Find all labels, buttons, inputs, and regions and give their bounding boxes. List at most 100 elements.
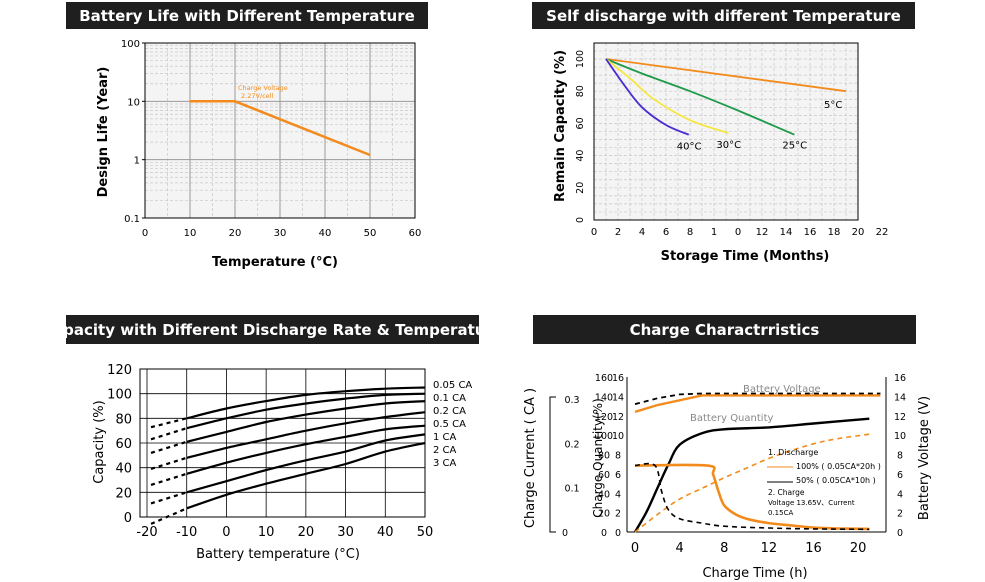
series-line-voltage50 xyxy=(634,392,881,405)
plot-frame xyxy=(593,42,859,221)
y-tick-label: 80 xyxy=(575,85,586,97)
chart-title: Battery Life with Different Temperature xyxy=(66,2,428,29)
series-label: 30°C xyxy=(716,140,741,151)
quantity-tick-label: 140 xyxy=(595,392,613,403)
quantity-tick-label: 160 xyxy=(595,373,613,384)
chart-capacity: Capacity with Different Discharge Rate &… xyxy=(0,300,490,582)
series-dashed-005CA xyxy=(150,417,187,429)
series-dashed-05CA xyxy=(150,456,188,470)
x-tick-label: 6 xyxy=(663,227,669,238)
inner-tick-label: 6 xyxy=(615,470,621,481)
voltage-tick-label: 6 xyxy=(897,470,903,481)
chart-title: Self discharge with different Temperatur… xyxy=(532,2,915,29)
y-tick-label: 10 xyxy=(127,97,140,108)
series-label: 25°C xyxy=(782,141,807,152)
inner-tick-label: 0 xyxy=(615,528,621,539)
quantity-tick-label: 60 xyxy=(598,470,610,481)
label-battery-voltage: Battery Voltage xyxy=(743,384,821,395)
inner-tick-label: 14 xyxy=(612,392,624,403)
legend-entry: 0.2 CA xyxy=(433,406,466,417)
x-tick-label: 40 xyxy=(377,525,394,540)
inner-tick-label: 2 xyxy=(615,509,621,520)
label-charge-current: 0.15CA xyxy=(768,509,793,517)
x-tick-label: 12 xyxy=(756,227,769,238)
voltage-tick-label: 2 xyxy=(897,509,903,520)
x-tick-label: -20 xyxy=(136,525,157,540)
x-axis-label: Temperature (°C) xyxy=(212,255,338,270)
current-tick-label: 0.1 xyxy=(564,484,579,495)
x-tick-label: 12 xyxy=(761,541,778,556)
self-discharge-plot: 0 2 4 6 8 1 0 12 14 16 18 20 220204060801005°C25°C30… xyxy=(553,42,888,264)
label-charge-detail: Voltage 13.65V、Current xyxy=(768,499,855,507)
annotation-line-2: 2.27V/cell xyxy=(241,92,273,100)
y-axis-label: Remain Capacity (%) xyxy=(553,50,568,202)
y-tick-label: 80 xyxy=(115,412,132,427)
x-tick-label: 0 xyxy=(222,525,230,540)
x-tick-label: 14 xyxy=(780,227,793,238)
series-line-3CA xyxy=(186,441,426,510)
series-line-005CA xyxy=(186,386,426,420)
series-line-25c xyxy=(605,58,795,136)
series-line-05CA xyxy=(186,411,426,459)
label-charge: 2. Charge xyxy=(768,488,805,497)
chart-self-discharge: Self discharge with different Temperatur… xyxy=(490,0,985,290)
y-tick-label: 0 xyxy=(124,511,132,526)
inner-tick-label: 10 xyxy=(612,431,624,442)
x-axis-label: Charge Time (h) xyxy=(702,566,807,581)
series-line-quantity100 xyxy=(633,417,870,533)
x-tick-label: 20 xyxy=(852,227,865,238)
quantity-tick-label: 0 xyxy=(601,528,607,539)
x-tick-label: 1 xyxy=(711,227,717,238)
current-tick-label: 0.3 xyxy=(564,395,579,406)
series-line-40c xyxy=(605,58,690,136)
series-line-quantity50 xyxy=(634,433,870,533)
x-tick-label: 10 xyxy=(258,525,275,540)
label-discharge: 1. Discharge xyxy=(768,448,818,457)
x-tick-label: 50 xyxy=(364,228,377,239)
x-tick-label: 20 xyxy=(229,228,242,239)
series-line-5c xyxy=(605,58,847,93)
chart-title: Capacity with Different Discharge Rate &… xyxy=(66,315,479,344)
chart-title: Charge Charactrristics xyxy=(533,315,916,344)
legend-entry: 0.5 CA xyxy=(433,419,466,430)
series-line-current50 xyxy=(634,462,870,531)
x-tick-label: 50 xyxy=(417,525,434,540)
x-tick-label: 18 xyxy=(828,227,841,238)
legend-50: 50% ( 0.05CA*10h ) xyxy=(796,476,876,485)
x-tick-label: 20 xyxy=(850,541,867,556)
series-line-design-life xyxy=(190,100,371,157)
x-tick-label: 10 xyxy=(184,228,197,239)
voltage-tick-label: 14 xyxy=(894,392,906,403)
x-tick-label: 8 xyxy=(720,541,728,556)
y-axis-label-current: Charge Current ( CA ) xyxy=(523,388,538,528)
y-tick-label: 60 xyxy=(115,437,132,452)
voltage-tick-label: 10 xyxy=(894,431,906,442)
series-label: 5°C xyxy=(824,100,842,111)
y-tick-label: 0 xyxy=(575,217,586,223)
series-label: 40°C xyxy=(677,142,702,153)
y-tick-label: 40 xyxy=(115,462,132,477)
y-tick-label: 100 xyxy=(107,388,132,403)
y-tick-label: 20 xyxy=(115,486,132,501)
series-dashed-2CA xyxy=(150,491,188,505)
legend-100: 100% ( 0.05CA*20h ) xyxy=(796,462,881,471)
x-tick-label: 0 xyxy=(631,541,639,556)
label-battery-quantity: Battery Quantity xyxy=(690,413,773,424)
x-tick-label: 2 xyxy=(615,227,621,238)
legend-entry: 1 CA xyxy=(433,432,457,443)
y-tick-label: 40 xyxy=(575,150,586,162)
series-dashed-3CA xyxy=(150,507,188,525)
y-tick-label: 120 xyxy=(107,363,132,378)
life-plot: 0 10 20 30 40 50 60 100 10 1 0.1 Charge Voltage2.27… xyxy=(96,39,421,270)
y-tick-label: 1 xyxy=(134,156,140,167)
quantity-tick-label: 40 xyxy=(598,489,610,500)
y-tick-label: 100 xyxy=(575,50,586,68)
annotation-line-1: Charge Voltage xyxy=(238,84,288,92)
x-tick-label: 16 xyxy=(804,227,817,238)
current-tick-label: 0.2 xyxy=(564,439,579,450)
voltage-tick-label: 8 xyxy=(897,451,903,462)
x-tick-label: 20 xyxy=(298,525,315,540)
series-dashed-01CA xyxy=(150,427,188,441)
voltage-tick-label: 0 xyxy=(897,528,903,539)
inner-tick-label: 12 xyxy=(612,412,624,423)
